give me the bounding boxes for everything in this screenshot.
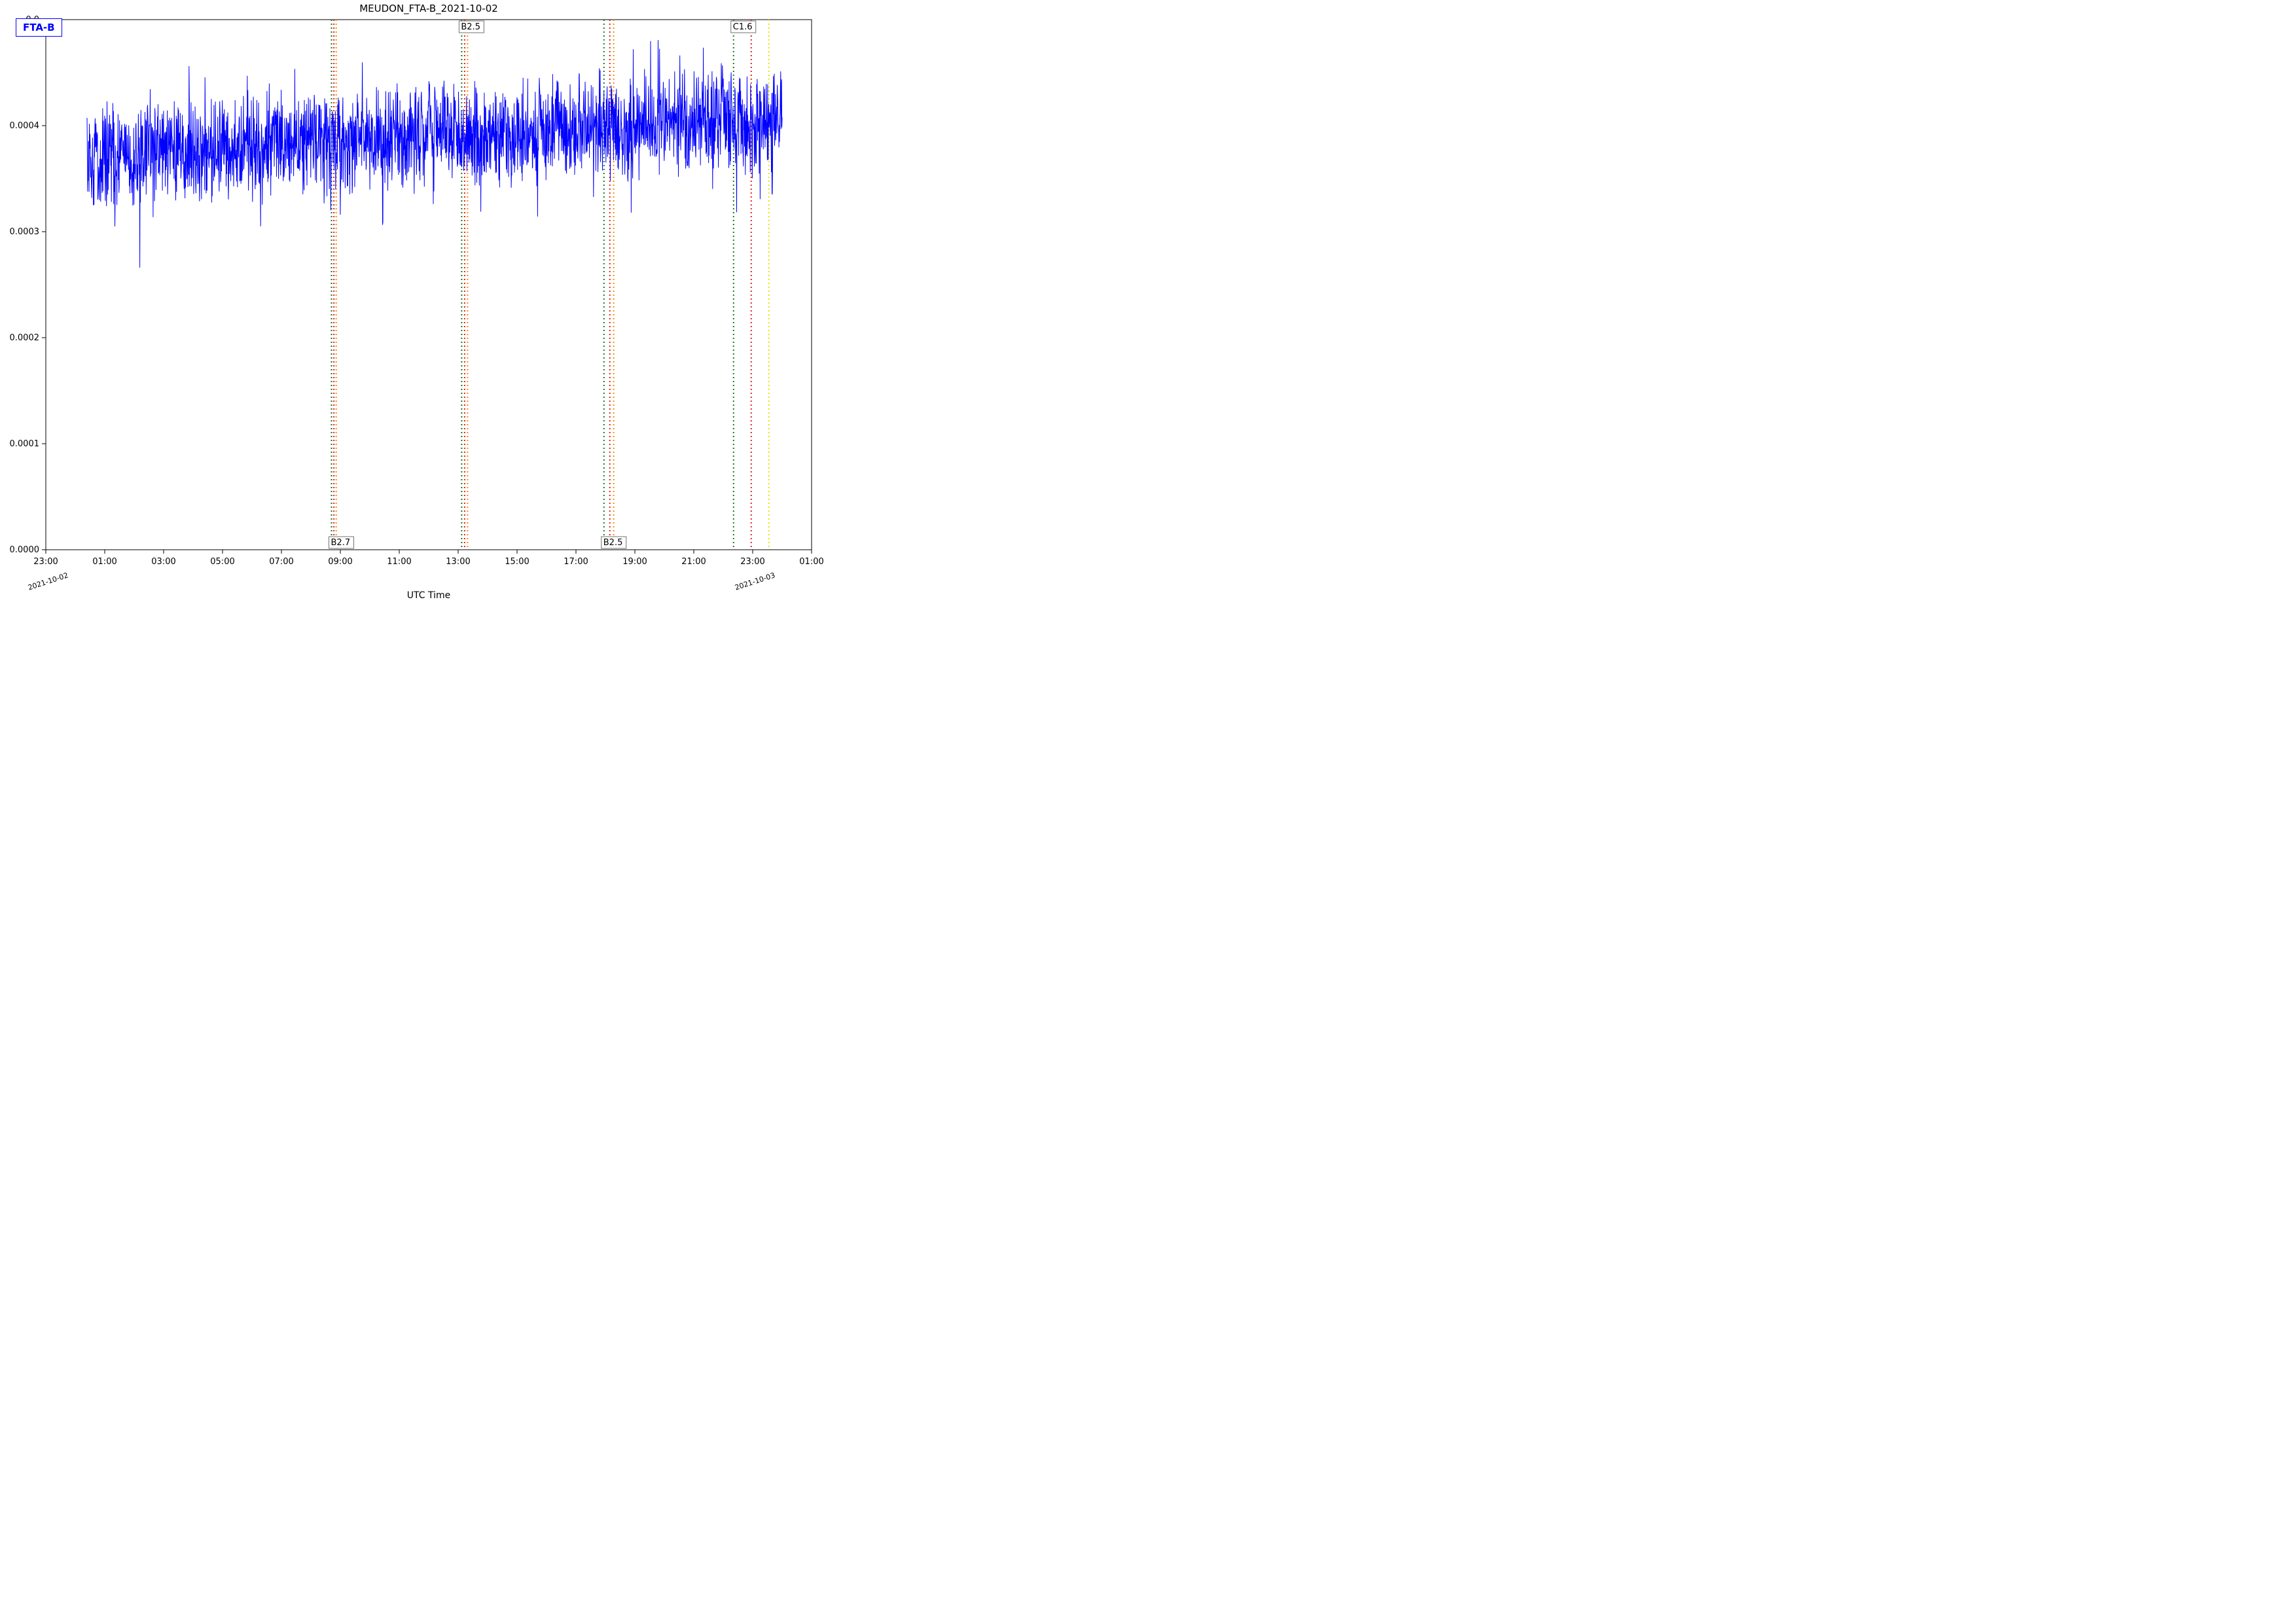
event-label: B2.7 — [331, 538, 351, 548]
y-tick-label: 0.0004 — [10, 121, 40, 131]
x-tick-label: 23:00 — [33, 557, 58, 567]
y-tick-label: 0.0000 — [10, 545, 40, 555]
chart-container: FTA-B MEUDON_FTA-B_2021-10-02 0.0000 0.000… — [0, 0, 825, 602]
event-label: C1.6 — [733, 22, 753, 32]
x-tick-label: 15:00 — [505, 557, 529, 567]
x-tick-label: 19:00 — [622, 557, 647, 567]
x-tick-label: 23:00 — [740, 557, 764, 567]
legend: FTA-B — [16, 18, 62, 37]
event-label: B2.5 — [461, 22, 480, 32]
x-tick-label: 21:00 — [681, 557, 706, 567]
x-tick-label: 17:00 — [564, 557, 588, 567]
chart-title: MEUDON_FTA-B_2021-10-02 — [359, 3, 498, 15]
x-date-label: 2021-10-03 — [734, 571, 776, 592]
y-tick-label: 0.0003 — [10, 227, 40, 237]
y-tick-label: 0.0002 — [10, 333, 40, 343]
x-tick-label: 07:00 — [269, 557, 293, 567]
x-axis-label: UTC Time — [407, 590, 450, 601]
x-tick-label: 03:00 — [151, 557, 175, 567]
x-tick-label: 01:00 — [92, 557, 117, 567]
event-label: B2.5 — [603, 538, 623, 548]
x-tick-label: 11:00 — [387, 557, 411, 567]
x-date-label: 2021-10-02 — [27, 571, 69, 592]
x-tick-label: 01:00 — [799, 557, 823, 567]
x-tick-label: 13:00 — [446, 557, 470, 567]
x-tick-label: 05:00 — [210, 557, 234, 567]
series-line — [87, 40, 782, 268]
y-tick-label: 0.0001 — [10, 439, 40, 449]
legend-label: FTA-B — [23, 22, 55, 33]
chart-svg: MEUDON_FTA-B_2021-10-02 0.0000 0.0001 0.000… — [0, 0, 825, 602]
x-tick-label: 09:00 — [328, 557, 352, 567]
